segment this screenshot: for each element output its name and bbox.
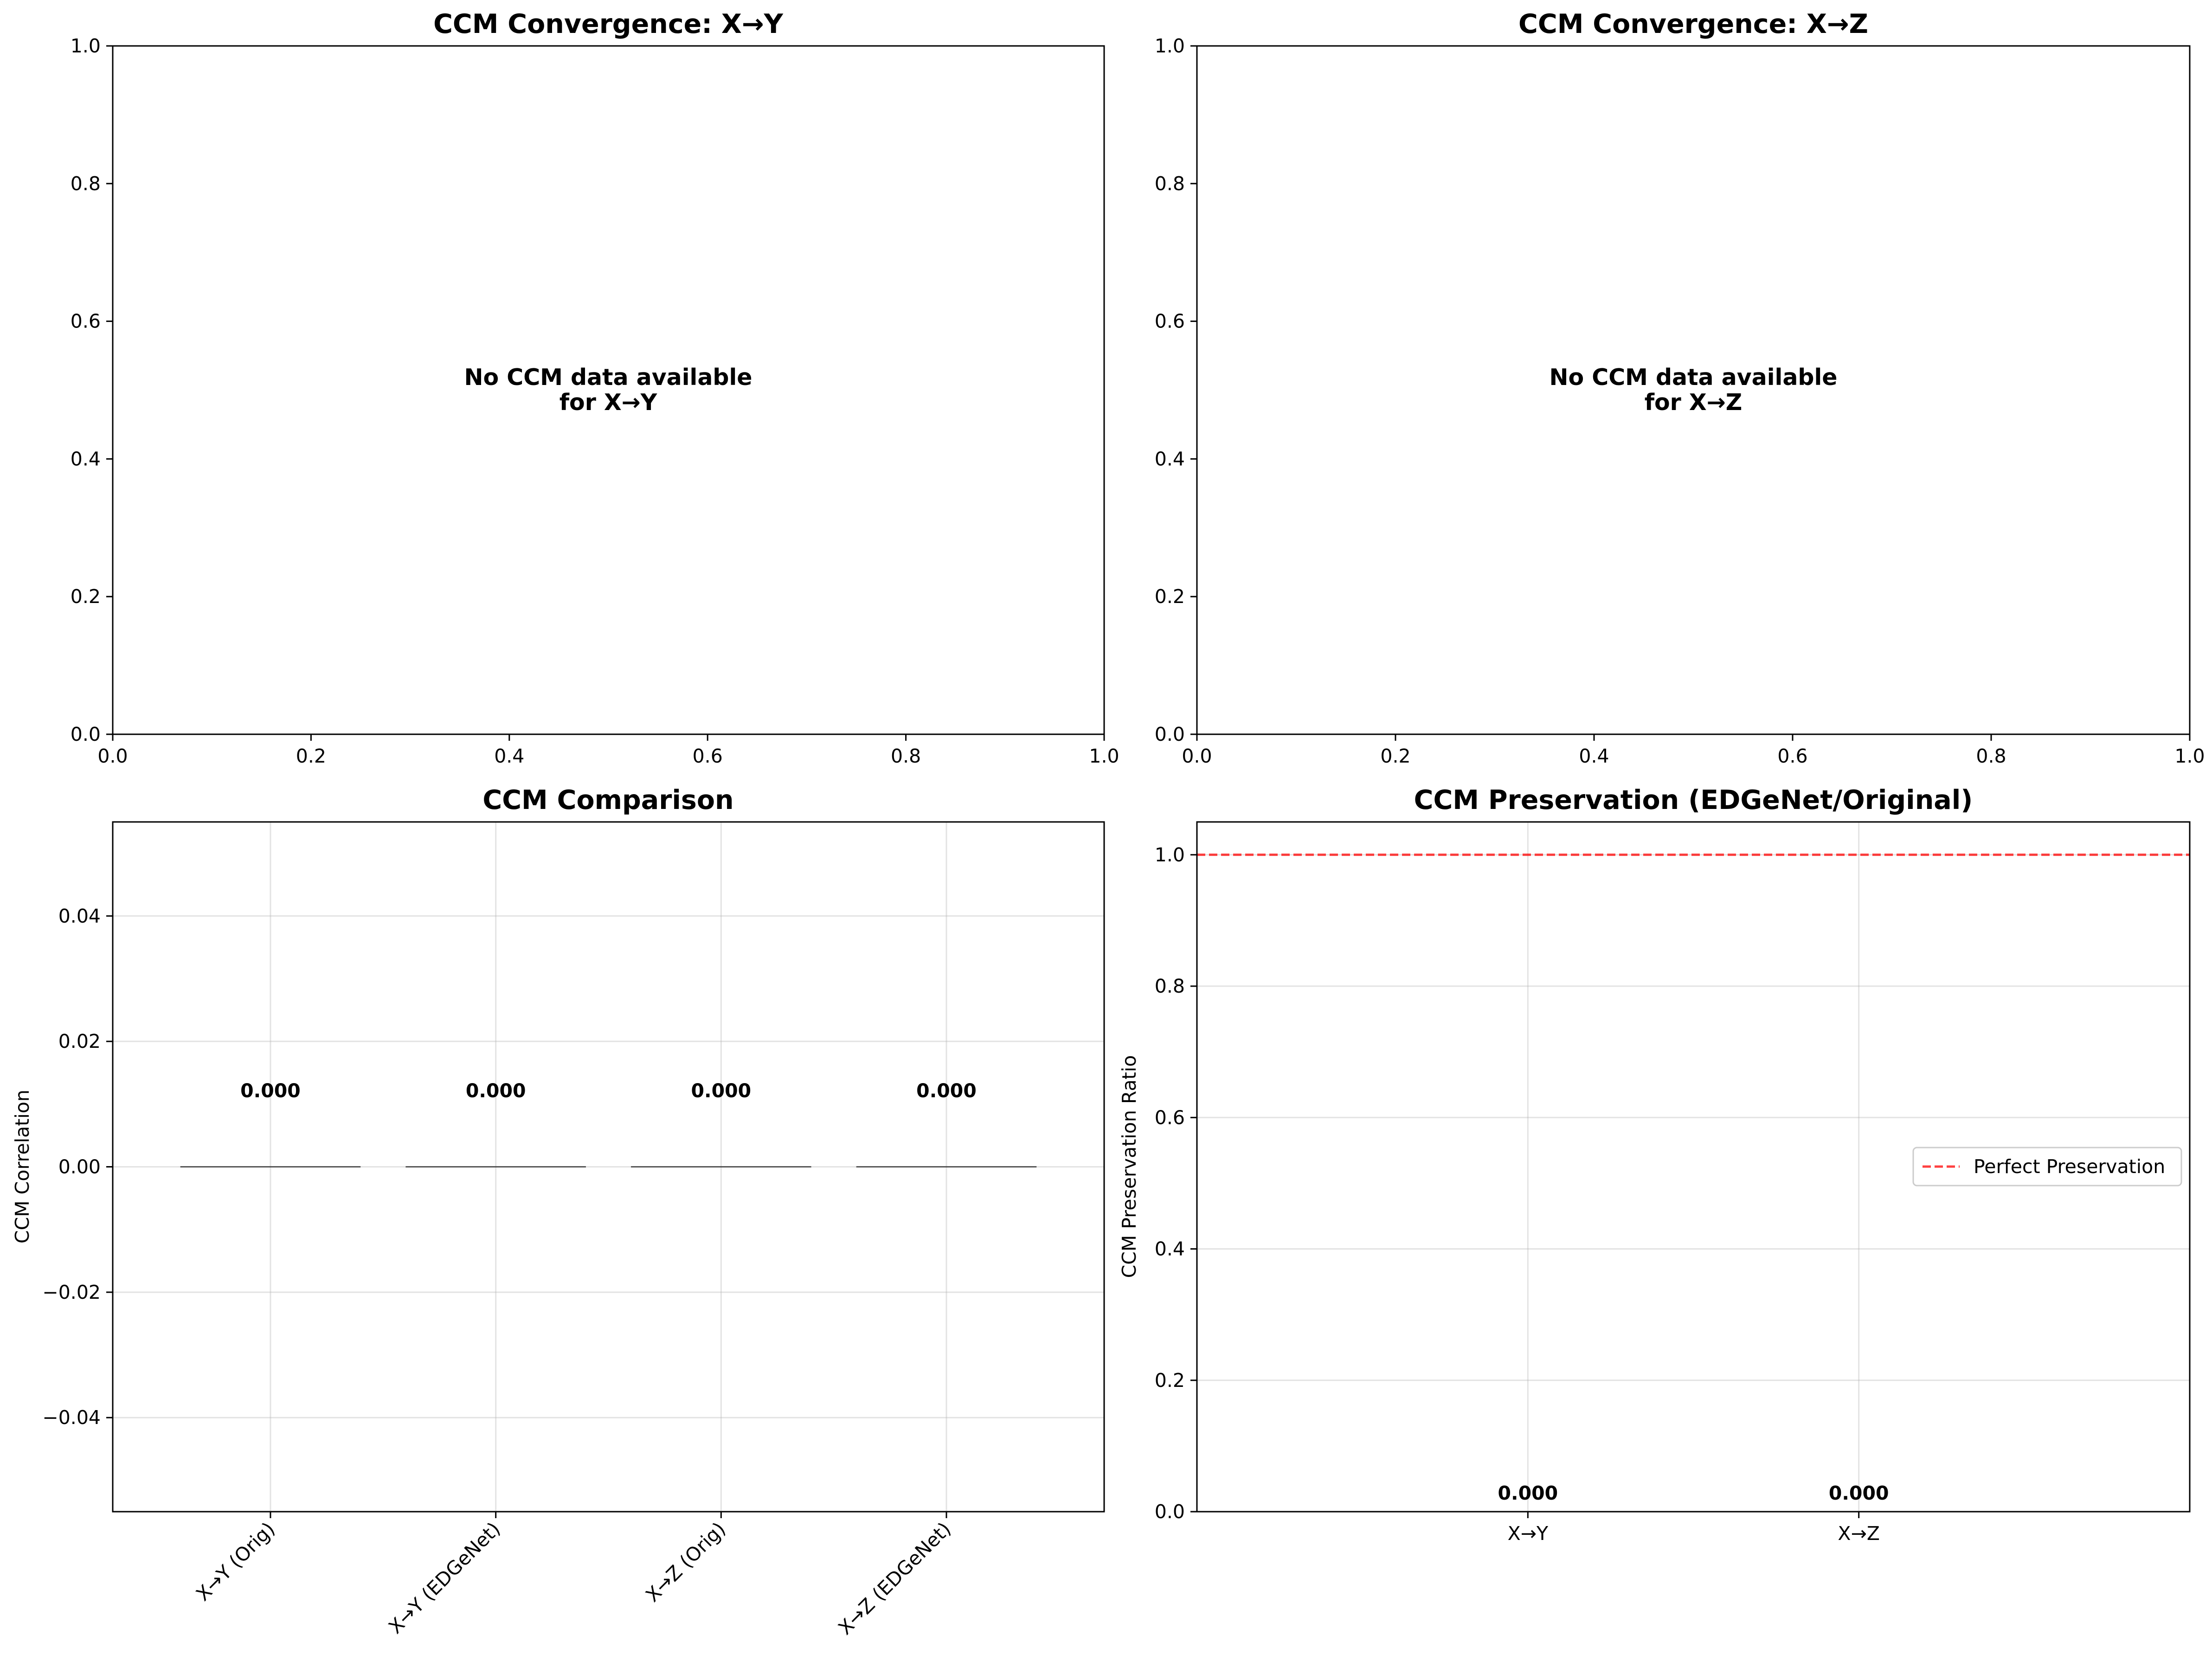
y-tick-label: 0.2 bbox=[1155, 585, 1185, 608]
y-tick-label: 0.0 bbox=[1155, 723, 1185, 745]
y-ticks: 0.0 0.2 0.4 0.6 0.8 1.0 bbox=[1155, 35, 1197, 745]
x-tick-label: 0.6 bbox=[1777, 745, 1807, 767]
y-tick-label: 0.6 bbox=[1155, 310, 1185, 333]
chart-ccm-convergence-xz: CCM Convergence: X→Z 0.0 0.2 0.4 0.6 0.8 1.0 … bbox=[1155, 9, 2205, 767]
bar-data-label: 0.000 bbox=[1498, 1482, 1558, 1504]
y-tick-label: 0.00 bbox=[58, 1156, 101, 1178]
x-tick-label: 0.6 bbox=[693, 745, 723, 767]
x-tick-label: X→Z (Orig) bbox=[641, 1518, 730, 1606]
x-tick-label: X→Z bbox=[1838, 1522, 1880, 1545]
y-tick-label: 0.2 bbox=[1155, 1369, 1185, 1392]
chart-ccm-comparison: CCM Comparison 0.000 0.000 0.000 0.000 X→Y … bbox=[11, 785, 1105, 1639]
y-tick-label: −0.02 bbox=[42, 1281, 101, 1303]
legend-box bbox=[1912, 1147, 2182, 1187]
x-tick-label: 0.0 bbox=[1182, 745, 1212, 767]
chart-ccm-preservation: CCM Preservation (EDGeNet/Original) 0.00… bbox=[1118, 785, 2191, 1545]
x-ticks: X→Y (Orig) X→Y (EDGeNet) X→Z (Orig) X→Z (ED… bbox=[192, 1512, 955, 1639]
x-tick-label: X→Y (Orig) bbox=[192, 1518, 279, 1605]
y-tick-label: 1.0 bbox=[1155, 35, 1185, 57]
x-tick-label: 1.0 bbox=[1089, 745, 1119, 767]
plot-frame bbox=[112, 45, 1105, 735]
no-data-message-line1: No CCM data available bbox=[464, 364, 752, 391]
chart-title: CCM Convergence: X→Z bbox=[1518, 9, 1868, 39]
y-tick-label: 1.0 bbox=[71, 35, 101, 57]
x-tick-label: 0.8 bbox=[1976, 745, 2006, 767]
bar-data-label: 0.000 bbox=[691, 1080, 751, 1102]
x-tick-label: 0.0 bbox=[97, 745, 128, 767]
legend: Perfect Preservation bbox=[1912, 1147, 2182, 1187]
x-tick-label: 0.4 bbox=[1579, 745, 1609, 767]
y-tick-label: 0.4 bbox=[71, 448, 101, 470]
bar-data-label: 0.000 bbox=[1829, 1482, 1889, 1504]
y-tick-label: −0.04 bbox=[42, 1406, 101, 1429]
bar-data-label: 0.000 bbox=[916, 1080, 977, 1102]
data-labels: 0.000 0.000 bbox=[1498, 1482, 1889, 1504]
x-tick-label: 1.0 bbox=[2174, 745, 2205, 767]
x-ticks: X→Y X→Z bbox=[1508, 1512, 1880, 1545]
y-tick-label: 0.4 bbox=[1155, 448, 1185, 470]
legend-label: Perfect Preservation bbox=[1974, 1155, 2165, 1178]
bar-data-label: 0.000 bbox=[466, 1080, 526, 1102]
chart-title: CCM Comparison bbox=[482, 785, 733, 815]
y-tick-label: 0.0 bbox=[71, 723, 101, 745]
y-tick-label: 0.4 bbox=[1155, 1238, 1185, 1260]
y-axis-label: CCM Correlation bbox=[11, 1090, 33, 1244]
y-tick-label: 0.2 bbox=[71, 585, 101, 608]
plot-frame bbox=[1196, 45, 2191, 735]
y-tick-label: 0.6 bbox=[1155, 1106, 1185, 1129]
no-data-message-line2: for X→Z bbox=[1645, 389, 1743, 416]
y-ticks: 0.0 0.2 0.4 0.6 0.8 1.0 bbox=[1155, 844, 1197, 1523]
y-tick-label: 0.8 bbox=[1155, 173, 1185, 195]
bar-data-label: 0.000 bbox=[240, 1080, 301, 1102]
x-ticks: 0.0 0.2 0.4 0.6 0.8 1.0 bbox=[1182, 734, 2205, 767]
x-tick-label: 0.2 bbox=[296, 745, 326, 767]
data-labels: 0.000 0.000 0.000 0.000 bbox=[240, 1080, 977, 1102]
y-tick-label: 0.6 bbox=[71, 310, 101, 333]
x-tick-label: X→Y bbox=[1508, 1522, 1549, 1545]
no-data-message-line2: for X→Y bbox=[559, 389, 657, 416]
y-axis-label: CCM Preservation Ratio bbox=[1118, 1055, 1140, 1278]
plot-frame bbox=[112, 821, 1105, 1513]
plot-frame bbox=[1196, 821, 2191, 1513]
y-tick-label: 1.0 bbox=[1155, 844, 1185, 866]
y-ticks: 0.0 0.2 0.4 0.6 0.8 1.0 bbox=[71, 35, 113, 745]
y-ticks: −0.04 −0.02 0.00 0.02 0.04 bbox=[42, 905, 113, 1429]
x-tick-label: 0.4 bbox=[494, 745, 524, 767]
x-tick-label: 0.2 bbox=[1380, 745, 1410, 767]
chart-title: CCM Convergence: X→Y bbox=[433, 9, 784, 39]
x-ticks: 0.0 0.2 0.4 0.6 0.8 1.0 bbox=[97, 734, 1119, 767]
y-tick-label: 0.04 bbox=[58, 905, 101, 927]
y-tick-label: 0.8 bbox=[1155, 975, 1185, 997]
no-data-message-line1: No CCM data available bbox=[1550, 364, 1838, 391]
y-tick-label: 0.02 bbox=[58, 1030, 101, 1052]
x-tick-label: X→Y (EDGeNet) bbox=[384, 1518, 504, 1638]
x-tick-label: X→Z (EDGeNet) bbox=[834, 1518, 955, 1639]
chart-ccm-convergence-xy: CCM Convergence: X→Y 0.0 0.2 0.4 0.6 0.8 1.0 … bbox=[71, 9, 1119, 767]
y-tick-label: 0.0 bbox=[1155, 1501, 1185, 1523]
chart-title: CCM Preservation (EDGeNet/Original) bbox=[1414, 785, 1973, 815]
x-tick-label: 0.8 bbox=[891, 745, 921, 767]
y-tick-label: 0.8 bbox=[71, 173, 101, 195]
